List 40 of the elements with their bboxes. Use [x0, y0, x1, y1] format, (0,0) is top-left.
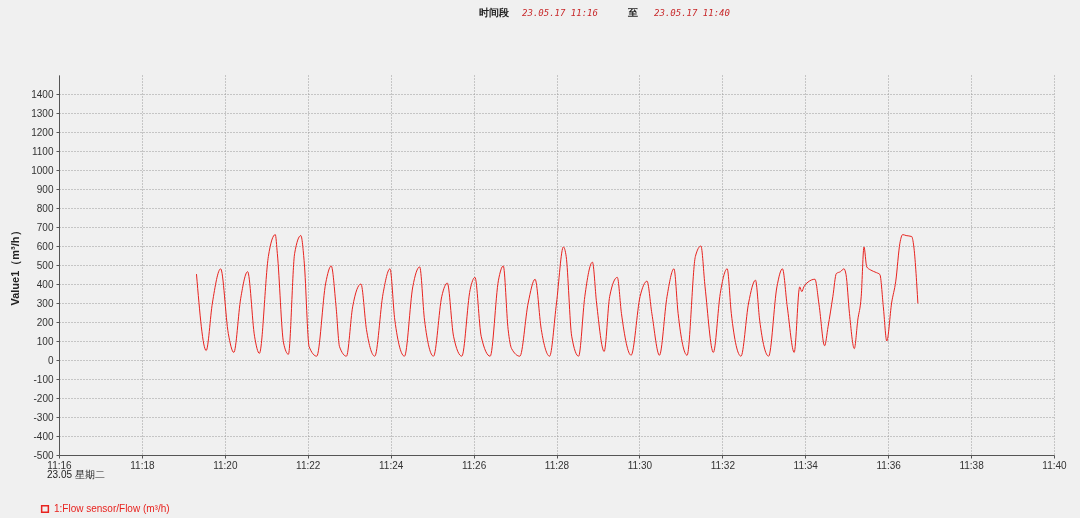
chart-title: 时间段 [479, 7, 510, 18]
text: 23.05.17 11:16 [522, 8, 598, 18]
y-tick-label: 1000 [31, 164, 54, 176]
y-tick-label: -400 [33, 430, 54, 442]
x-tick-label: 11:32 [710, 459, 736, 471]
x-tick-label: 11:38 [959, 459, 985, 471]
y-tick-label: -500 [33, 449, 54, 461]
x-tick-label: 11:34 [793, 459, 819, 471]
y-tick-label: 0 [47, 354, 54, 366]
y-tick-label: 600 [36, 240, 54, 252]
y-tick-label: -300 [33, 411, 54, 423]
y-tick-label: 1300 [31, 107, 54, 119]
y-tick-label: 1100 [31, 145, 54, 157]
y-tick-label: 200 [36, 316, 54, 328]
x-tick-label: 11:24 [379, 459, 404, 471]
x-tick-label: 11:18 [130, 459, 155, 471]
x-tick-label: 11:40 [1042, 459, 1068, 471]
y-tick-label: 700 [36, 221, 54, 233]
y-tick-label: 500 [36, 259, 54, 271]
y-tick-label: 1400 [31, 88, 54, 100]
y-tick-label: 900 [36, 183, 54, 195]
y-tick-label: 400 [36, 278, 54, 290]
x-tick-label: 11:20 [213, 459, 238, 471]
x-tick-label: 11:36 [876, 459, 902, 471]
legend-label: 1:Flow sensor/Flow (m³/h) [54, 503, 170, 514]
x-tick-label: 11:22 [296, 459, 321, 471]
y-axis-title: Value1（m³/h） [8, 225, 22, 306]
x-tick-label: 11:30 [627, 459, 653, 471]
x-tick-label: 11:26 [461, 459, 487, 471]
text: 23.05.17 11:40 [654, 8, 730, 18]
text: 至 [627, 7, 638, 18]
x-tick-label: 11:16 [47, 459, 73, 471]
y-tick-label: 1200 [31, 126, 54, 138]
y-tick-label: 300 [36, 297, 54, 309]
y-tick-label: -100 [33, 373, 54, 385]
text: 23.05 星期二 [47, 469, 105, 480]
y-tick-label: 100 [36, 335, 54, 347]
y-tick-label: -200 [33, 392, 54, 404]
x-tick-label: 11:28 [544, 459, 570, 471]
y-tick-label: 800 [36, 202, 54, 214]
